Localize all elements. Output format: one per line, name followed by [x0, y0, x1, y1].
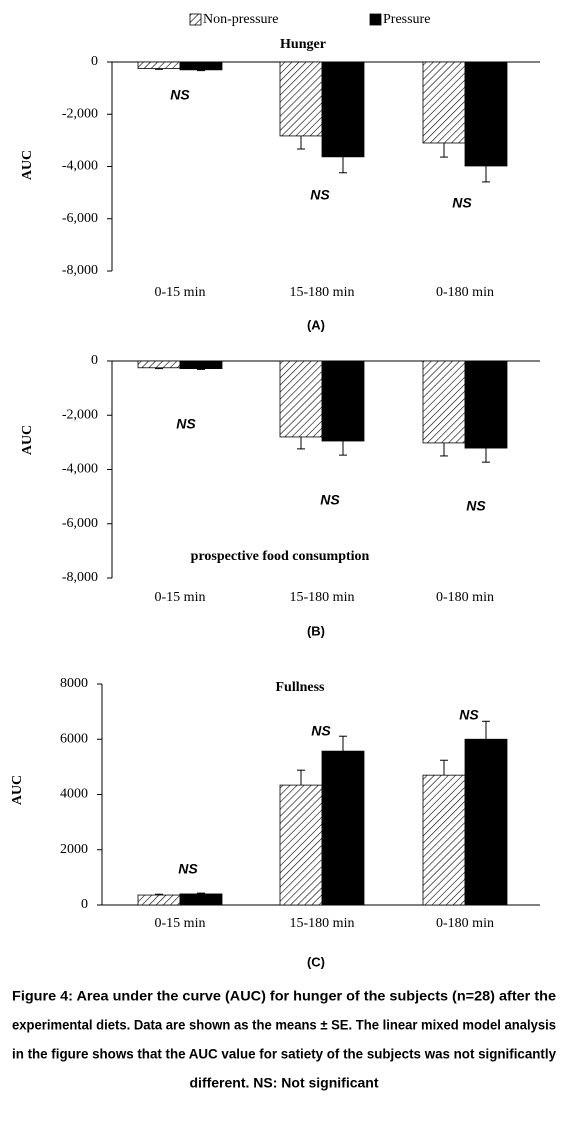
bar — [321, 360, 365, 442]
x-tick-label: 15-180 min — [290, 590, 355, 605]
bar — [179, 61, 223, 71]
bar — [179, 360, 223, 369]
bar — [321, 750, 365, 906]
x-tick-label: 0-180 min — [436, 916, 494, 931]
annotation: NS — [452, 195, 472, 211]
bar — [464, 61, 508, 167]
y-tick-label: -2,000 — [62, 106, 98, 121]
panel-label: (B) — [307, 623, 325, 638]
chart-title: Fullness — [275, 680, 325, 695]
y-axis-label: AUC — [20, 425, 35, 455]
annotation: NS — [178, 861, 198, 877]
y-tick-label: 8000 — [60, 676, 88, 691]
caption-line: different. NS: Not significant — [190, 1075, 379, 1091]
y-tick-label: -4,000 — [62, 462, 98, 477]
bar — [464, 360, 508, 449]
annotation: NS — [176, 416, 196, 432]
y-tick-label: 6000 — [60, 731, 88, 746]
x-tick-label: 15-180 min — [290, 916, 355, 931]
x-tick-label: 15-180 min — [290, 285, 355, 300]
y-axis-label: AUC — [10, 775, 25, 805]
y-tick-label: 0 — [91, 353, 98, 368]
x-tick-label: 0-15 min — [155, 916, 206, 931]
y-tick-label: 0 — [91, 54, 98, 69]
chart-title: Hunger — [280, 37, 326, 52]
y-tick-label: -6,000 — [62, 516, 98, 531]
bar — [422, 360, 466, 444]
annotation: NS — [310, 187, 330, 203]
bar — [464, 738, 508, 906]
y-tick-label: 2000 — [60, 842, 88, 857]
caption-line: experimental diets. Data are shown as th… — [12, 1017, 556, 1033]
x-tick-label: 0-15 min — [155, 590, 206, 605]
annotation: NS — [311, 723, 331, 739]
y-tick-label: -8,000 — [62, 263, 98, 278]
chart-title: prospective food consumption — [191, 549, 370, 564]
annotation: NS — [320, 492, 340, 508]
y-axis-label: AUC — [20, 150, 35, 180]
bar — [137, 360, 181, 369]
bar — [279, 61, 323, 137]
panel-label: (C) — [307, 954, 325, 969]
caption-line: in the figure shows that the AUC value f… — [12, 1046, 556, 1062]
y-tick-label: -6,000 — [62, 211, 98, 226]
y-tick-label: -8,000 — [62, 570, 98, 585]
y-tick-label: 4000 — [60, 787, 88, 802]
x-tick-label: 0-15 min — [155, 285, 206, 300]
bar — [422, 774, 466, 906]
bar — [422, 61, 466, 144]
annotation: NS — [459, 707, 479, 723]
legend-swatch — [369, 13, 382, 26]
x-tick-label: 0-180 min — [436, 285, 494, 300]
panel-label: (A) — [307, 317, 325, 332]
annotation: NS — [170, 87, 190, 103]
bar — [137, 61, 181, 69]
caption-line: Figure 4: Area under the curve (AUC) for… — [12, 988, 556, 1004]
annotation: NS — [466, 498, 486, 514]
y-tick-label: -4,000 — [62, 159, 98, 174]
bar — [321, 61, 365, 158]
legend-label: Pressure — [383, 12, 430, 27]
bar — [279, 360, 323, 438]
x-tick-label: 0-180 min — [436, 590, 494, 605]
y-tick-label: -2,000 — [62, 407, 98, 422]
bar — [279, 784, 323, 906]
bar — [137, 894, 181, 906]
y-tick-label: 0 — [81, 897, 88, 912]
legend-label: Non-pressure — [203, 12, 278, 27]
bar — [179, 893, 223, 906]
legend-swatch — [189, 13, 202, 26]
